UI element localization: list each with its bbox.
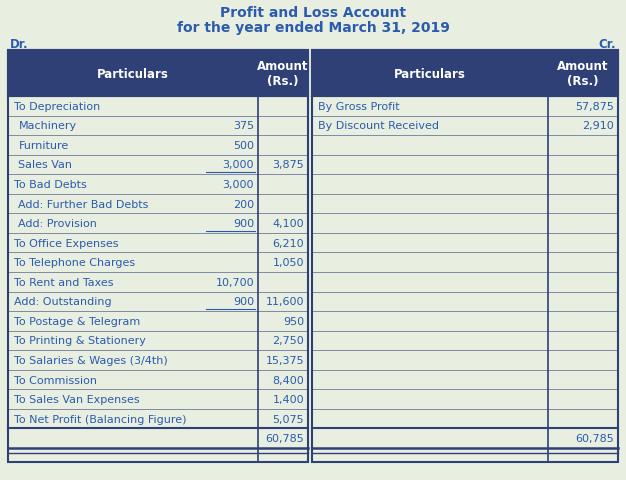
Text: 2,910: 2,910 xyxy=(582,121,614,131)
Text: Dr.: Dr. xyxy=(10,37,29,50)
Text: 2,750: 2,750 xyxy=(272,336,304,346)
Text: To Bad Debts: To Bad Debts xyxy=(14,180,87,190)
Text: for the year ended March 31, 2019: for the year ended March 31, 2019 xyxy=(177,21,449,35)
Text: Amount
(Rs.): Amount (Rs.) xyxy=(257,60,309,88)
Text: 10,700: 10,700 xyxy=(215,277,254,287)
Text: 950: 950 xyxy=(283,316,304,326)
Text: Machinery: Machinery xyxy=(19,121,76,131)
Text: Profit and Loss Account: Profit and Loss Account xyxy=(220,6,406,20)
Text: 6,210: 6,210 xyxy=(272,238,304,248)
Text: 5,075: 5,075 xyxy=(272,414,304,424)
Text: 500: 500 xyxy=(233,141,254,151)
Text: 3,000: 3,000 xyxy=(222,180,254,190)
Text: 15,375: 15,375 xyxy=(265,355,304,365)
Text: 900: 900 xyxy=(233,297,254,307)
Text: 8,400: 8,400 xyxy=(272,375,304,385)
Text: 375: 375 xyxy=(233,121,254,131)
Text: By Discount Received: By Discount Received xyxy=(318,121,439,131)
Text: 60,785: 60,785 xyxy=(575,433,614,444)
Text: Amount
(Rs.): Amount (Rs.) xyxy=(557,60,608,88)
Text: To Depreciation: To Depreciation xyxy=(14,102,100,111)
Text: To Rent and Taxes: To Rent and Taxes xyxy=(14,277,113,287)
Text: To Postage & Telegram: To Postage & Telegram xyxy=(14,316,140,326)
Text: Cr.: Cr. xyxy=(598,37,616,50)
Text: To Net Profit (Balancing Figure): To Net Profit (Balancing Figure) xyxy=(14,414,187,424)
Text: Particulars: Particulars xyxy=(97,67,169,80)
Bar xyxy=(8,51,308,462)
Text: To Printing & Stationery: To Printing & Stationery xyxy=(14,336,146,346)
Text: Add: Further Bad Debts: Add: Further Bad Debts xyxy=(19,199,149,209)
Text: 60,785: 60,785 xyxy=(265,433,304,444)
Text: By Gross Profit: By Gross Profit xyxy=(318,102,399,111)
Text: 11,600: 11,600 xyxy=(265,297,304,307)
Text: 4,100: 4,100 xyxy=(272,219,304,228)
Text: 900: 900 xyxy=(233,219,254,228)
Text: 1,050: 1,050 xyxy=(272,258,304,268)
Text: To Telephone Charges: To Telephone Charges xyxy=(14,258,135,268)
Text: 3,000: 3,000 xyxy=(222,160,254,170)
Text: Add: Outstanding: Add: Outstanding xyxy=(14,297,111,307)
Text: Sales Van: Sales Van xyxy=(19,160,73,170)
Text: 57,875: 57,875 xyxy=(575,102,614,111)
Bar xyxy=(312,51,618,462)
Bar xyxy=(8,51,308,97)
Bar xyxy=(312,51,618,97)
Text: To Commission: To Commission xyxy=(14,375,97,385)
Text: 1,400: 1,400 xyxy=(272,394,304,404)
Text: 200: 200 xyxy=(233,199,254,209)
Text: To Office Expenses: To Office Expenses xyxy=(14,238,118,248)
Text: To Salaries & Wages (3/4th): To Salaries & Wages (3/4th) xyxy=(14,355,168,365)
Text: 3,875: 3,875 xyxy=(272,160,304,170)
Text: Add: Provision: Add: Provision xyxy=(19,219,98,228)
Text: Particulars: Particulars xyxy=(394,67,466,80)
Text: To Sales Van Expenses: To Sales Van Expenses xyxy=(14,394,140,404)
Text: Furniture: Furniture xyxy=(19,141,69,151)
